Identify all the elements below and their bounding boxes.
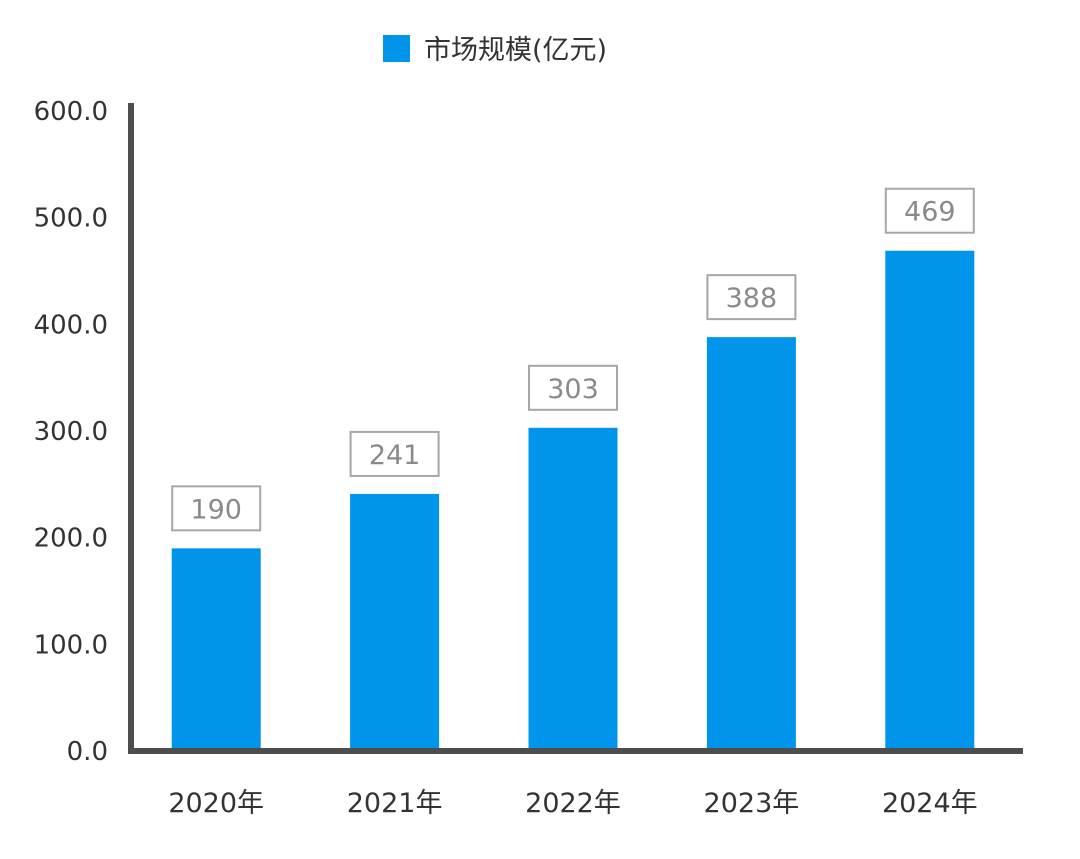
data-label-box (171, 485, 262, 532)
y-tick-label: 300.0 (34, 417, 108, 447)
legend-swatch (383, 35, 410, 62)
x-tick-label: 2021年 (347, 788, 443, 819)
y-tick-label: 200.0 (34, 524, 108, 554)
x-tick-label: 2022年 (525, 788, 621, 819)
y-tick-label: 500.0 (34, 204, 108, 234)
data-label: 388 (726, 283, 778, 314)
data-labels: 190 241 303 388 469 (171, 187, 975, 532)
bar (350, 493, 440, 751)
x-axis-tick-labels: 2020年 2021年 2022年 2023年 2024年 (168, 788, 977, 819)
y-axis-tick-labels: 0.0 100.0 200.0 300.0 400.0 500.0 600.0 (34, 97, 108, 767)
data-label: 469 (904, 197, 956, 228)
data-label-box (528, 364, 618, 411)
legend: 市场规模(亿元) (383, 35, 607, 66)
data-label-box (349, 430, 440, 477)
x-tick-label: 2020年 (168, 788, 264, 819)
bar (885, 250, 975, 751)
x-tick-label: 2024年 (882, 788, 978, 819)
y-tick-label: 0.0 (67, 737, 108, 767)
legend-label: 市场规模(亿元) (424, 35, 607, 66)
x-tick-label: 2023年 (704, 788, 800, 819)
y-tick-label: 100.0 (34, 630, 108, 660)
bars (171, 250, 975, 751)
data-label: 303 (547, 374, 599, 405)
data-label: 241 (369, 440, 421, 471)
data-label: 190 (190, 494, 242, 525)
data-label-box (706, 274, 797, 321)
data-label-box (884, 187, 975, 234)
bar (528, 427, 618, 751)
bar (171, 548, 261, 751)
y-tick-label: 600.0 (34, 97, 108, 127)
bar (706, 337, 796, 751)
y-tick-label: 400.0 (34, 310, 108, 340)
